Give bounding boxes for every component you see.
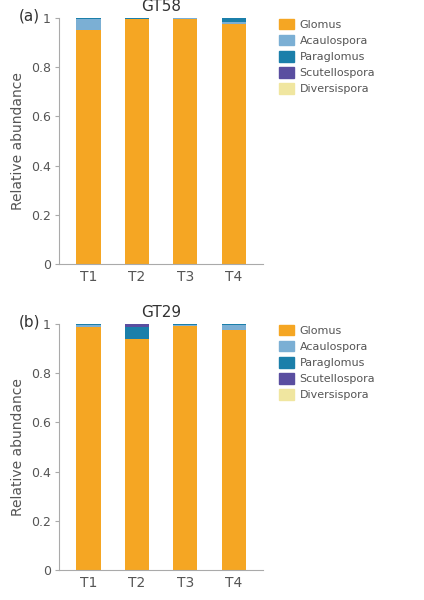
Bar (76, 30, 100, 264)
Bar (222, 25, 246, 264)
Bar (125, 324, 149, 327)
Bar (76, 325, 100, 327)
Title: GT58: GT58 (141, 0, 181, 14)
Bar (125, 19, 149, 264)
Legend: Glomus, Acaulospora, Paraglomus, Scutellospora, Diversispora: Glomus, Acaulospora, Paraglomus, Scutell… (279, 325, 375, 400)
Bar (76, 327, 100, 570)
Title: GT29: GT29 (141, 305, 181, 320)
Bar (222, 22, 246, 25)
Text: (a): (a) (19, 8, 40, 23)
Bar (125, 338, 149, 339)
Bar (222, 330, 246, 570)
Bar (222, 325, 246, 330)
Bar (125, 327, 149, 338)
Bar (125, 339, 149, 570)
Y-axis label: Relative abundance: Relative abundance (11, 378, 25, 516)
Bar (76, 19, 100, 30)
Legend: Glomus, Acaulospora, Paraglomus, Scutellospora, Diversispora: Glomus, Acaulospora, Paraglomus, Scutell… (279, 19, 375, 94)
Bar (173, 326, 198, 570)
Bar (222, 19, 246, 22)
Text: (b): (b) (19, 314, 40, 329)
Y-axis label: Relative abundance: Relative abundance (11, 72, 25, 210)
Bar (173, 325, 198, 326)
Bar (173, 19, 198, 264)
